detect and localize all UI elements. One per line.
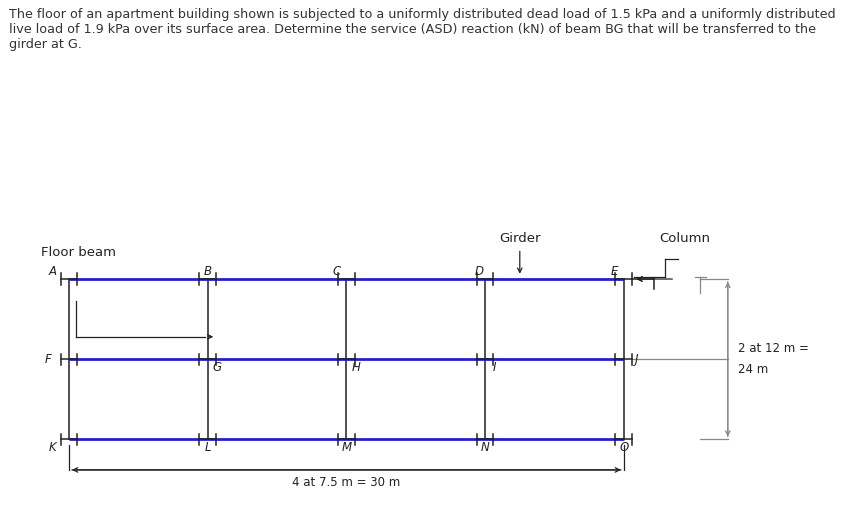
Text: O: O [619, 441, 629, 454]
Text: K: K [48, 441, 56, 454]
Text: J: J [635, 353, 638, 366]
Text: F: F [45, 353, 52, 366]
Text: N: N [480, 441, 490, 454]
Text: B: B [204, 265, 212, 278]
Text: Floor beam: Floor beam [41, 246, 116, 259]
Text: C: C [332, 265, 341, 278]
Text: L: L [205, 441, 211, 454]
Text: Column: Column [660, 232, 710, 245]
Text: 4 at 7.5 m = 30 m: 4 at 7.5 m = 30 m [293, 475, 400, 489]
Text: M: M [342, 441, 351, 454]
Text: 2 at 12 m =: 2 at 12 m = [738, 343, 808, 355]
Text: G: G [213, 361, 222, 374]
Text: I: I [493, 361, 497, 374]
Text: A: A [48, 265, 57, 278]
Text: D: D [475, 265, 484, 278]
Text: The floor of an apartment building shown is subjected to a uniformly distributed: The floor of an apartment building shown… [9, 8, 835, 50]
Text: E: E [610, 265, 618, 278]
Text: 24 m: 24 m [738, 363, 768, 376]
Text: H: H [352, 361, 361, 374]
Text: Girder: Girder [499, 232, 541, 245]
